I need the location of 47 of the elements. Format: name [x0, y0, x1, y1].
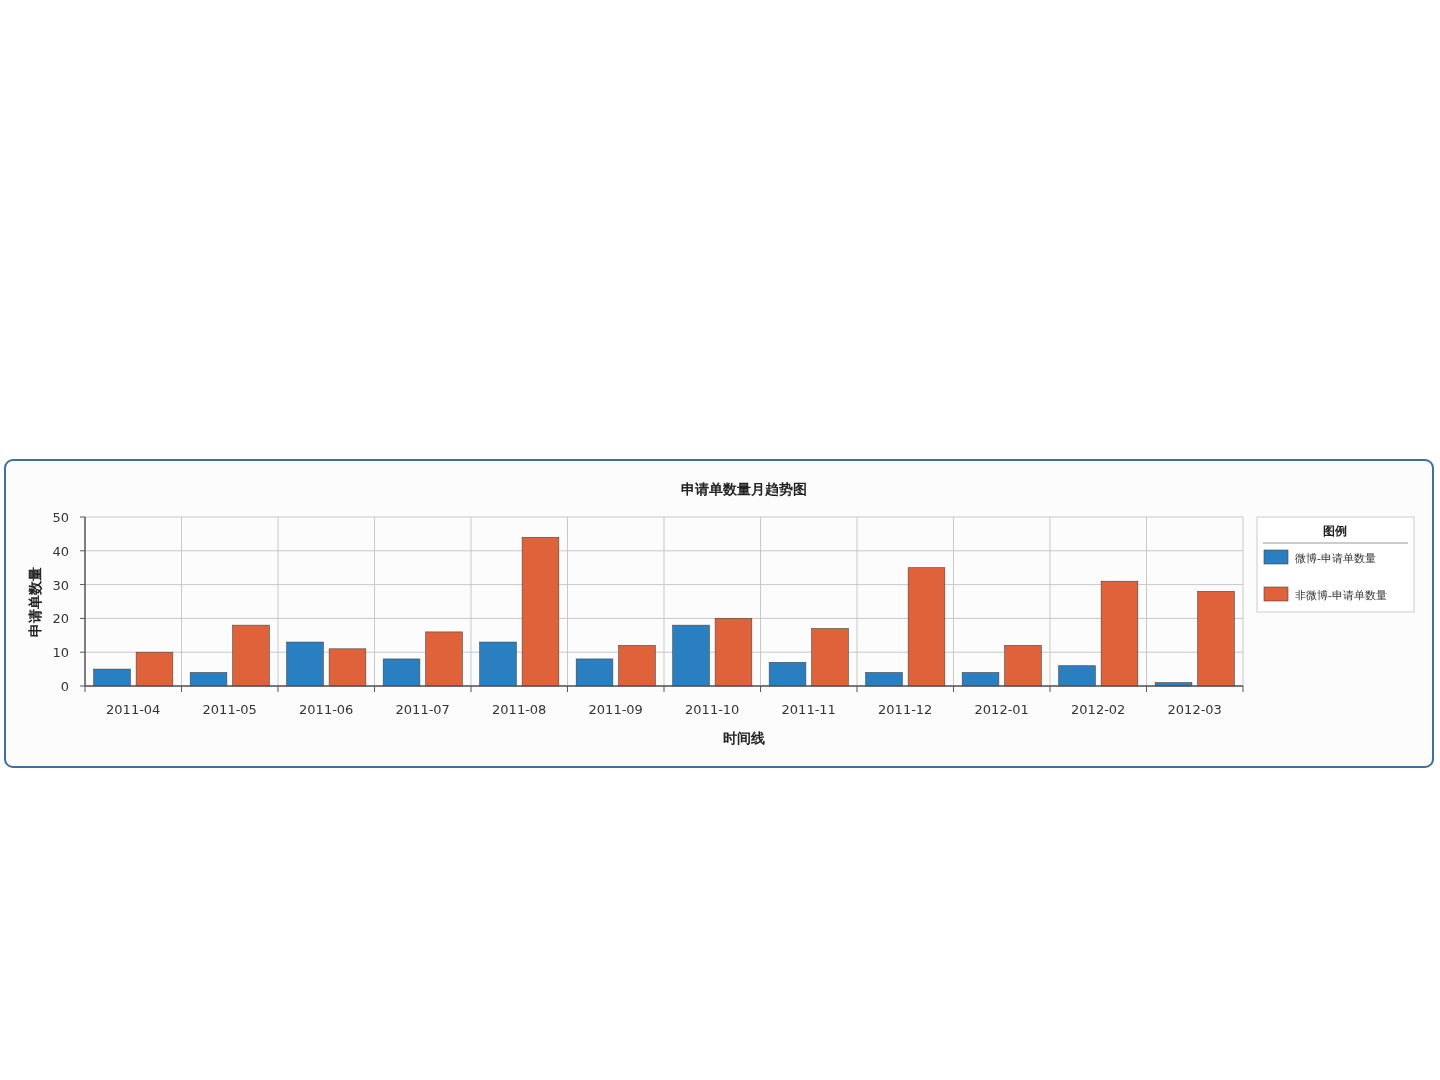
bar	[135, 651, 174, 687]
bar	[961, 672, 1000, 687]
bar	[618, 645, 656, 687]
x-tick-label: 2011-07	[395, 702, 450, 717]
bar	[425, 631, 463, 687]
bar	[189, 672, 228, 687]
x-tick-label: 2011-12	[878, 702, 933, 717]
x-tick-label: 2012-03	[1167, 702, 1222, 717]
y-tick-label: 40	[52, 543, 69, 559]
x-tick-label: 2011-11	[781, 702, 836, 717]
legend-label: 微博-申请单数量	[1295, 552, 1376, 565]
bar	[328, 648, 367, 687]
bar	[521, 536, 560, 687]
x-tick-label: 2011-10	[685, 702, 740, 717]
x-tick-label: 2011-09	[588, 702, 643, 717]
y-tick-label: 20	[52, 611, 69, 627]
x-tick-label: 2011-06	[299, 702, 354, 717]
bar	[286, 641, 324, 687]
bar	[865, 672, 903, 687]
bar	[1197, 591, 1235, 687]
bar	[811, 628, 849, 687]
y-tick-label: 0	[60, 679, 69, 694]
bar	[768, 662, 807, 687]
x-tick-label: 2011-08	[492, 702, 547, 717]
bar	[907, 567, 946, 687]
chart-title: 申请单数量月趋势图	[681, 481, 807, 497]
bar	[575, 658, 614, 687]
legend-label: 非微博-申请单数量	[1295, 589, 1387, 602]
y-axis-title: 申请单数量	[27, 566, 43, 637]
bar	[672, 624, 710, 687]
bar	[479, 641, 517, 687]
x-tick-label: 2012-02	[1071, 702, 1126, 717]
legend-title: 图例	[1323, 524, 1347, 538]
x-axis-title: 时间线	[723, 730, 765, 746]
bar	[93, 668, 131, 687]
bar	[1100, 580, 1139, 687]
y-tick-label: 10	[52, 645, 69, 661]
bar	[1004, 645, 1042, 687]
x-tick-label: 2011-05	[202, 702, 257, 717]
x-tick-label: 2011-04	[106, 702, 161, 717]
bar	[232, 624, 270, 687]
y-tick-label: 50	[52, 510, 69, 525]
x-tick-label: 2012-01	[974, 702, 1029, 717]
bar	[382, 658, 421, 687]
bar	[714, 618, 753, 687]
bar	[1058, 665, 1096, 687]
y-tick-label: 30	[52, 577, 69, 593]
